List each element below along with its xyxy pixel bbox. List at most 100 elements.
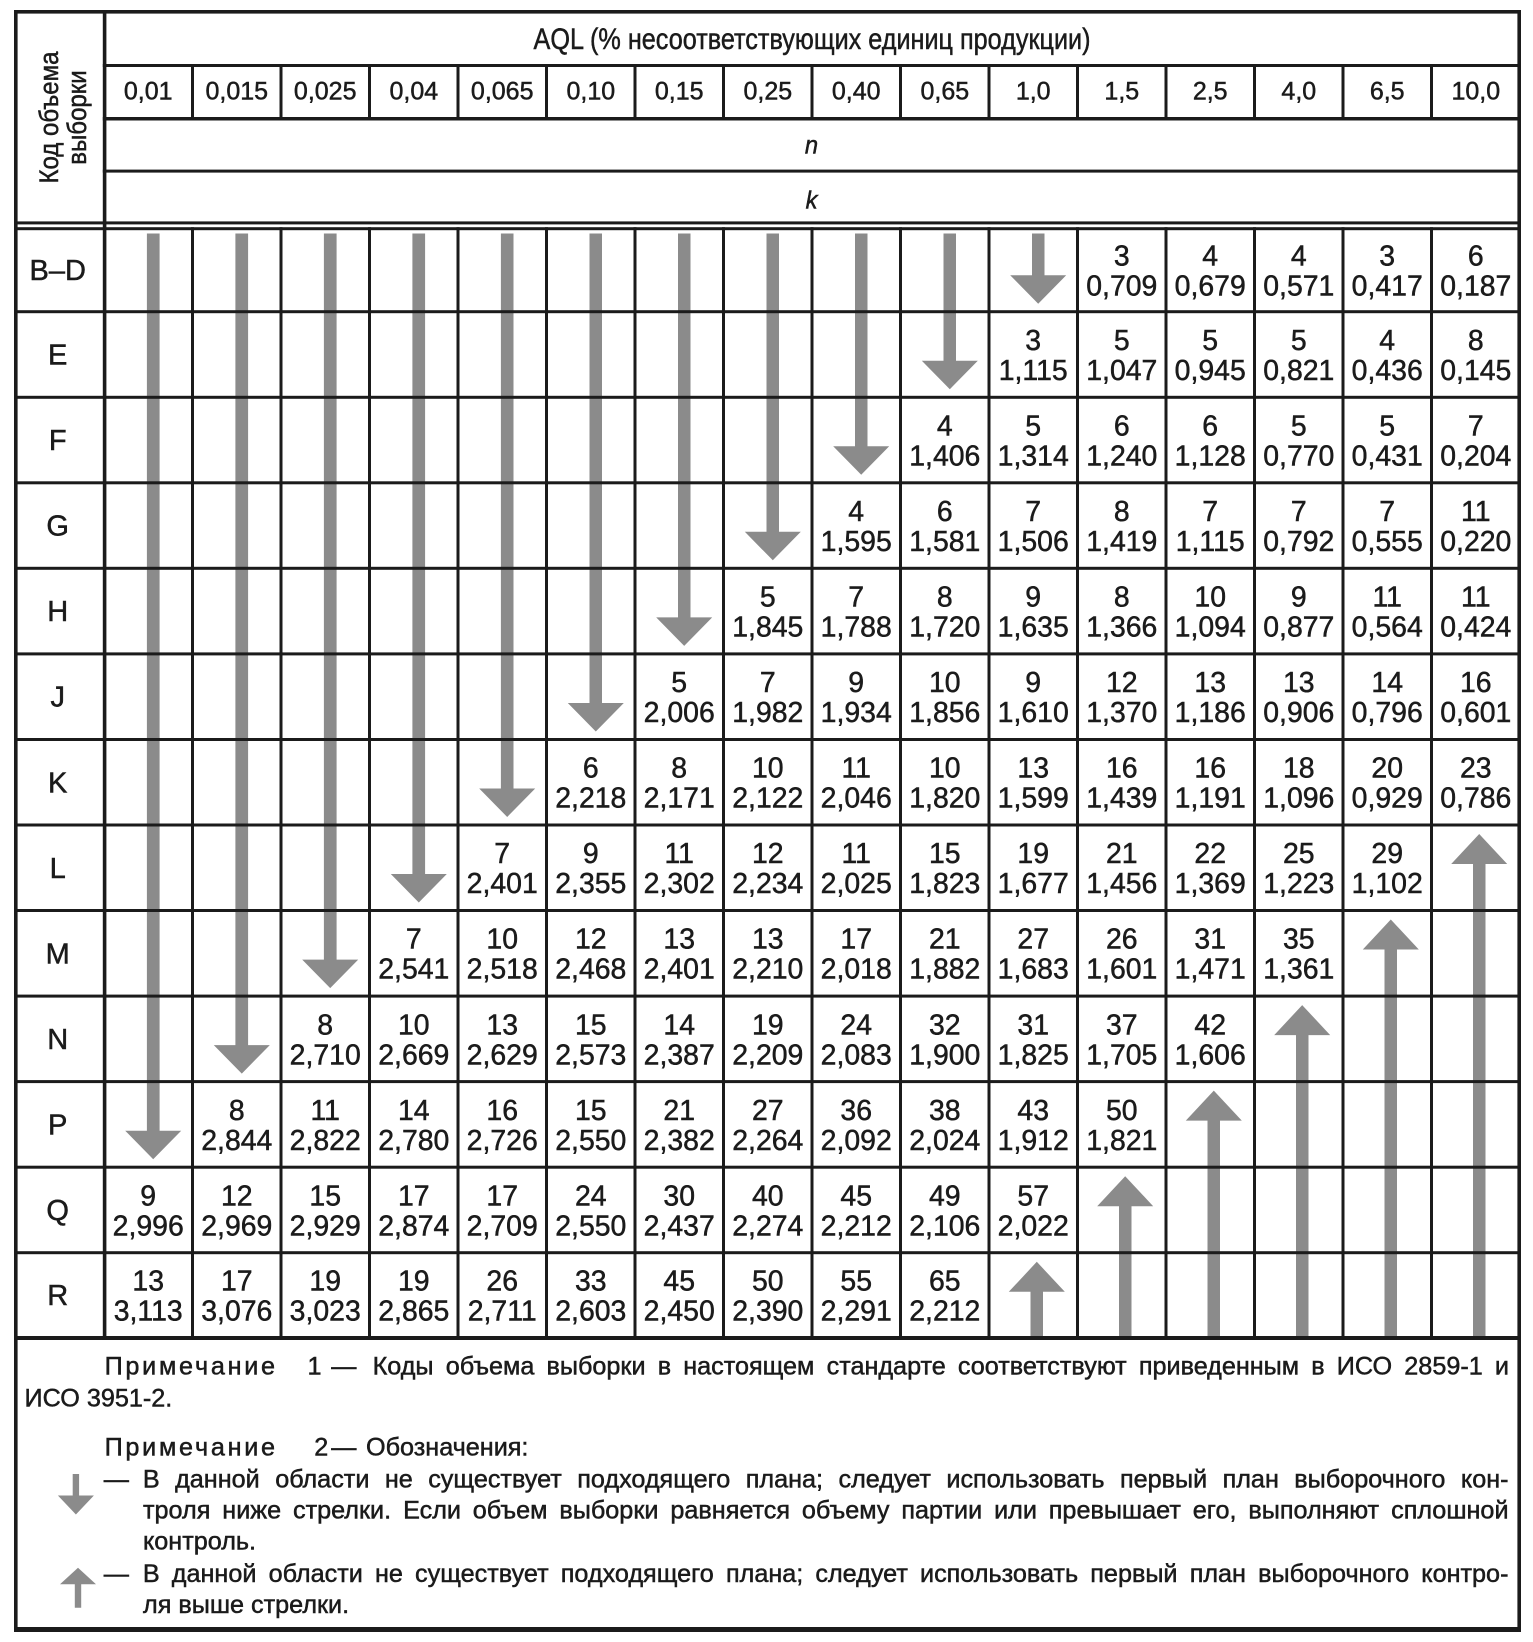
svg-text:кон-: кон-	[1461, 1466, 1509, 1494]
svg-text:объема: объема	[446, 1353, 536, 1381]
svg-text:2,629: 2,629	[467, 1039, 538, 1071]
svg-text:45: 45	[663, 1265, 695, 1297]
svg-text:4: 4	[848, 496, 864, 528]
svg-text:0,25: 0,25	[743, 78, 792, 106]
svg-text:9: 9	[1025, 581, 1041, 613]
svg-text:10: 10	[486, 923, 518, 955]
svg-text:16: 16	[486, 1095, 518, 1127]
svg-text:выборки: выборки	[63, 70, 93, 164]
svg-text:области: области	[269, 1560, 363, 1588]
svg-text:1,821: 1,821	[1086, 1125, 1157, 1157]
svg-text:22: 22	[1194, 838, 1226, 870]
svg-text:N: N	[47, 1024, 68, 1056]
svg-text:1,370: 1,370	[1086, 697, 1157, 729]
svg-text:—: —	[331, 1353, 357, 1381]
svg-text:10: 10	[929, 667, 961, 699]
svg-text:ИСО 3951-2.: ИСО 3951-2.	[25, 1384, 173, 1412]
svg-text:0,65: 0,65	[920, 78, 969, 106]
svg-text:55: 55	[840, 1265, 872, 1297]
svg-text:8: 8	[229, 1095, 245, 1127]
svg-text:38: 38	[929, 1095, 961, 1127]
svg-text:42: 42	[1194, 1009, 1226, 1041]
svg-text:1,102: 1,102	[1352, 868, 1423, 900]
svg-text:1,720: 1,720	[909, 611, 980, 643]
svg-text:ИСО: ИСО	[1337, 1353, 1392, 1381]
svg-text:1,456: 1,456	[1086, 868, 1157, 900]
svg-text:35: 35	[1283, 923, 1315, 955]
svg-text:2,929: 2,929	[290, 1210, 361, 1242]
svg-text:0,564: 0,564	[1352, 611, 1423, 643]
svg-text:5: 5	[671, 667, 687, 699]
svg-text:1,683: 1,683	[998, 953, 1069, 985]
svg-text:0,424: 0,424	[1440, 611, 1511, 643]
svg-text:2,355: 2,355	[555, 868, 626, 900]
svg-text:Коды: Коды	[373, 1353, 434, 1381]
svg-text:2,780: 2,780	[378, 1125, 449, 1157]
svg-text:2,874: 2,874	[378, 1210, 449, 1242]
svg-text:4: 4	[1291, 240, 1307, 272]
svg-text:0,601: 0,601	[1440, 697, 1511, 729]
svg-text:следует: следует	[815, 1560, 908, 1588]
svg-text:В: В	[143, 1466, 160, 1494]
svg-text:AQL (% несоответствующих едини: AQL (% несоответствующих единиц продукци…	[533, 22, 1090, 55]
svg-text:2,401: 2,401	[644, 953, 715, 985]
svg-text:30: 30	[663, 1180, 695, 1212]
svg-text:7: 7	[1025, 496, 1041, 528]
svg-text:2,212: 2,212	[909, 1295, 980, 1327]
svg-text:0,220: 0,220	[1440, 526, 1511, 558]
svg-text:выборки: выборки	[547, 1353, 646, 1381]
svg-text:7: 7	[1468, 410, 1484, 442]
svg-text:50: 50	[1106, 1095, 1138, 1127]
svg-text:12: 12	[575, 923, 607, 955]
svg-text:24: 24	[575, 1180, 607, 1212]
svg-text:3: 3	[1025, 325, 1041, 357]
svg-text:2,291: 2,291	[821, 1295, 892, 1327]
svg-text:0,10: 0,10	[566, 78, 615, 106]
svg-text:соответствуют: соответствуют	[958, 1353, 1127, 1381]
svg-text:Если: Если	[403, 1497, 461, 1525]
svg-text:2,844: 2,844	[201, 1125, 272, 1157]
svg-text:2,996: 2,996	[113, 1210, 184, 1242]
svg-text:плана;: плана;	[726, 1560, 803, 1588]
svg-text:—: —	[331, 1434, 357, 1462]
svg-text:0,40: 0,40	[832, 78, 881, 106]
svg-text:2,083: 2,083	[821, 1039, 892, 1071]
svg-text:27: 27	[1017, 923, 1049, 955]
svg-text:K: K	[48, 767, 68, 799]
svg-text:0,770: 0,770	[1263, 440, 1334, 472]
svg-text:1,882: 1,882	[909, 953, 980, 985]
svg-text:ниже: ниже	[222, 1497, 281, 1525]
svg-text:2,106: 2,106	[909, 1210, 980, 1242]
svg-text:5: 5	[760, 581, 776, 613]
svg-text:16: 16	[1106, 752, 1138, 784]
svg-text:превышает: превышает	[1049, 1497, 1182, 1525]
svg-text:36: 36	[840, 1095, 872, 1127]
svg-text:33: 33	[575, 1265, 607, 1297]
svg-text:11: 11	[310, 1095, 339, 1127]
svg-text:0,15: 0,15	[655, 78, 704, 106]
svg-text:Код объема: Код объема	[35, 51, 65, 184]
svg-text:2,5: 2,5	[1193, 78, 1228, 106]
svg-text:M: M	[46, 938, 70, 970]
svg-text:ля выше стрелки.: ля выше стрелки.	[143, 1591, 349, 1619]
svg-text:0,929: 0,929	[1352, 782, 1423, 814]
svg-text:плана;: плана;	[746, 1466, 823, 1494]
svg-text:E: E	[48, 340, 67, 372]
svg-text:19: 19	[309, 1265, 341, 1297]
svg-text:2,122: 2,122	[732, 782, 803, 814]
svg-text:10: 10	[929, 752, 961, 784]
svg-text:0,417: 0,417	[1352, 270, 1423, 302]
svg-text:5: 5	[1025, 410, 1041, 442]
svg-text:1,361: 1,361	[1263, 953, 1334, 985]
svg-text:1,820: 1,820	[909, 782, 980, 814]
svg-text:14: 14	[1371, 667, 1403, 699]
svg-text:9: 9	[848, 667, 864, 699]
svg-text:1,825: 1,825	[998, 1039, 1069, 1071]
svg-text:3,113: 3,113	[114, 1295, 183, 1327]
svg-text:0,906: 0,906	[1263, 697, 1334, 729]
svg-text:1,610: 1,610	[998, 697, 1069, 729]
svg-text:13: 13	[486, 1009, 518, 1041]
svg-text:или: или	[994, 1497, 1037, 1525]
svg-text:0,01: 0,01	[124, 78, 173, 106]
svg-text:40: 40	[752, 1180, 784, 1212]
